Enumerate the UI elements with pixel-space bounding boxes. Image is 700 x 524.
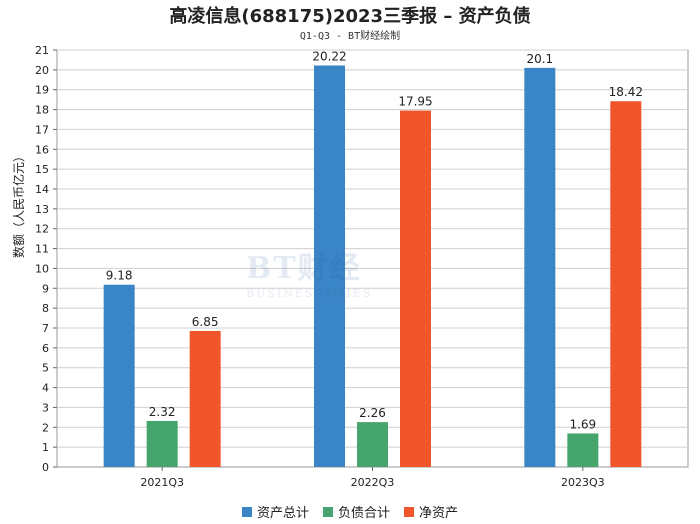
legend-item-liabilities: 负债合计 bbox=[322, 502, 390, 521]
x-tick-label: 2023Q3 bbox=[561, 476, 605, 489]
bar bbox=[314, 65, 345, 467]
legend: 资产总计 负债合计 净资产 bbox=[0, 502, 700, 521]
bar bbox=[357, 422, 388, 467]
legend-label-liabilities: 负债合计 bbox=[337, 506, 390, 521]
legend-swatch-liabilities bbox=[322, 506, 333, 517]
data-label: 20.22 bbox=[312, 49, 346, 63]
y-tick-label: 12 bbox=[35, 223, 49, 236]
data-label: 2.26 bbox=[359, 406, 386, 420]
y-tick-label: 20 bbox=[35, 64, 49, 77]
legend-item-assets: 资产总计 bbox=[241, 502, 309, 521]
data-label: 20.1 bbox=[526, 52, 553, 66]
bar bbox=[146, 420, 178, 467]
bar bbox=[400, 110, 431, 468]
y-tick-label: 9 bbox=[42, 282, 49, 295]
legend-swatch-net-assets bbox=[404, 506, 414, 517]
y-tick-label: 5 bbox=[42, 362, 49, 375]
y-tick-label: 6 bbox=[42, 342, 49, 355]
legend-label-assets: 资产总计 bbox=[256, 506, 309, 521]
y-tick-label: 17 bbox=[35, 123, 49, 136]
y-tick-label: 14 bbox=[35, 183, 49, 196]
y-tick-label: 7 bbox=[42, 322, 49, 335]
y-tick-label: 10 bbox=[35, 262, 49, 275]
legend-item-net-assets: 净资产 bbox=[404, 502, 458, 521]
y-tick-label: 16 bbox=[35, 143, 49, 156]
y-tick-label: 2 bbox=[42, 421, 49, 434]
y-tick-label: 18 bbox=[35, 104, 49, 117]
y-tick-label: 4 bbox=[42, 382, 49, 395]
bar bbox=[189, 330, 221, 467]
data-label: 6.85 bbox=[192, 315, 219, 329]
y-tick-label: 3 bbox=[42, 401, 49, 414]
y-tick-label: 8 bbox=[42, 302, 49, 315]
bar bbox=[524, 67, 556, 467]
x-tick-label: 2022Q3 bbox=[351, 476, 395, 489]
legend-swatch-assets bbox=[241, 506, 252, 517]
legend-label-net-assets: 净资产 bbox=[419, 506, 459, 521]
y-tick-label: 15 bbox=[35, 163, 49, 176]
y-tick-label: 13 bbox=[35, 203, 49, 216]
data-label: 9.18 bbox=[106, 269, 133, 283]
y-tick-label: 19 bbox=[35, 84, 49, 97]
y-tick-label: 11 bbox=[35, 243, 49, 256]
plot-area bbox=[56, 49, 689, 468]
data-label: 1.69 bbox=[569, 417, 596, 431]
y-tick-label: 21 bbox=[35, 44, 49, 57]
data-label: 17.95 bbox=[398, 95, 432, 109]
data-label: 2.32 bbox=[149, 405, 176, 419]
bar bbox=[567, 433, 599, 467]
chart-title: 高凌信息(688175)2023三季报 – 资产负债 bbox=[169, 6, 531, 27]
x-tick-label: 2021Q3 bbox=[140, 476, 184, 489]
bar bbox=[610, 101, 642, 467]
chart-subtitle: Q1-Q3 - BT财经绘制 bbox=[299, 31, 401, 42]
y-tick-label: 0 bbox=[42, 461, 49, 474]
data-label: 18.42 bbox=[609, 85, 643, 99]
bar bbox=[103, 284, 135, 467]
y-tick-label: 1 bbox=[42, 441, 49, 454]
